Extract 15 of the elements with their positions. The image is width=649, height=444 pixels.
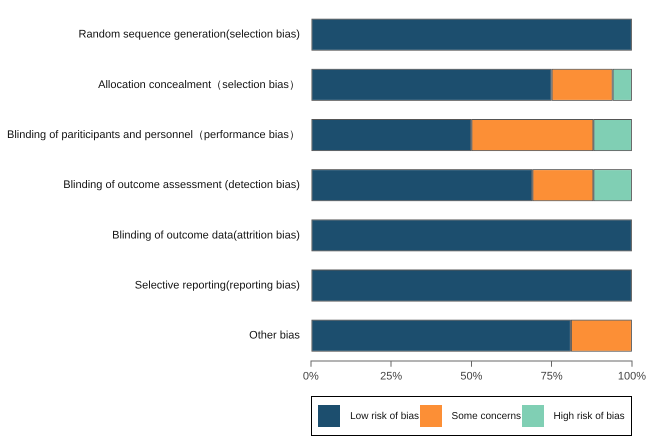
y-tick-label: Selective reporting(reporting bias)	[134, 280, 300, 292]
x-tick-label: 50%	[460, 370, 483, 382]
legend-label: Some concerns	[452, 410, 522, 422]
x-tick-label: 25%	[380, 370, 402, 382]
legend-label: Low risk of bias	[350, 410, 420, 422]
y-tick-label: Blinding of outcome data(attrition bias)	[112, 229, 300, 242]
y-tick-label: Blinding of pariticipants and personnel（performance bias）	[6, 129, 300, 142]
x-tick-label: 0%	[302, 370, 320, 382]
y-tick-label: Random sequence generation(selection bias)	[78, 28, 300, 41]
x-tick-label: 100%	[618, 370, 646, 382]
y-tick-label: Blinding of outcome assessment (detection bias)	[63, 179, 300, 192]
y-tick-label: Other bias	[249, 330, 300, 342]
x-tick-label: 75%	[540, 370, 563, 382]
legend-label: High risk of bias	[554, 410, 625, 422]
y-tick-label: Allocation concealment（selection bias）	[98, 78, 300, 91]
